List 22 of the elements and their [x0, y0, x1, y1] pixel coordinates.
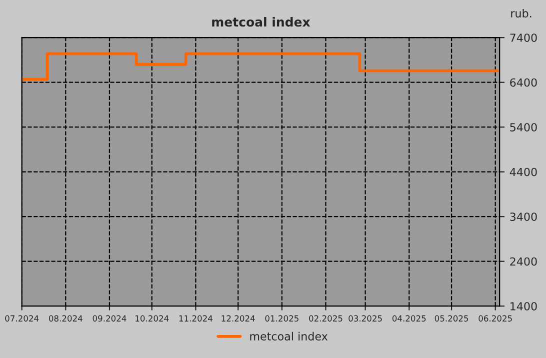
y-tick-label: 5400 — [510, 123, 537, 132]
legend-label: metcoal index — [250, 332, 328, 340]
x-tick-label: 08.2024 — [48, 315, 82, 322]
y-tick-label: 2400 — [510, 257, 537, 266]
x-tick-label: 06.2025 — [478, 315, 512, 322]
y-tick-label: 1400 — [510, 302, 537, 310]
x-tick-label: 11.2024 — [179, 315, 212, 322]
x-tick-label: 04.2025 — [392, 315, 426, 322]
x-tick-label: 10.2024 — [136, 315, 169, 322]
y-tick-label: 6400 — [510, 78, 537, 87]
y-axis-title: rub. — [511, 8, 532, 18]
x-tick-label: 03.2025 — [348, 315, 382, 322]
x-tick-label: 07.2024 — [5, 315, 39, 322]
y-tick-label: 7400 — [510, 34, 537, 42]
x-tick-label: 01.2025 — [265, 315, 298, 322]
chart-title: metcoal index — [212, 16, 310, 27]
y-tick-label: 3400 — [510, 212, 537, 221]
x-tick-label: 02.2025 — [309, 315, 342, 322]
y-tick-label: 4400 — [510, 168, 537, 176]
x-tick-label: 05.2025 — [434, 315, 468, 322]
x-tick-label: 12.2024 — [222, 315, 255, 322]
x-tick-label: 09.2024 — [92, 315, 126, 322]
